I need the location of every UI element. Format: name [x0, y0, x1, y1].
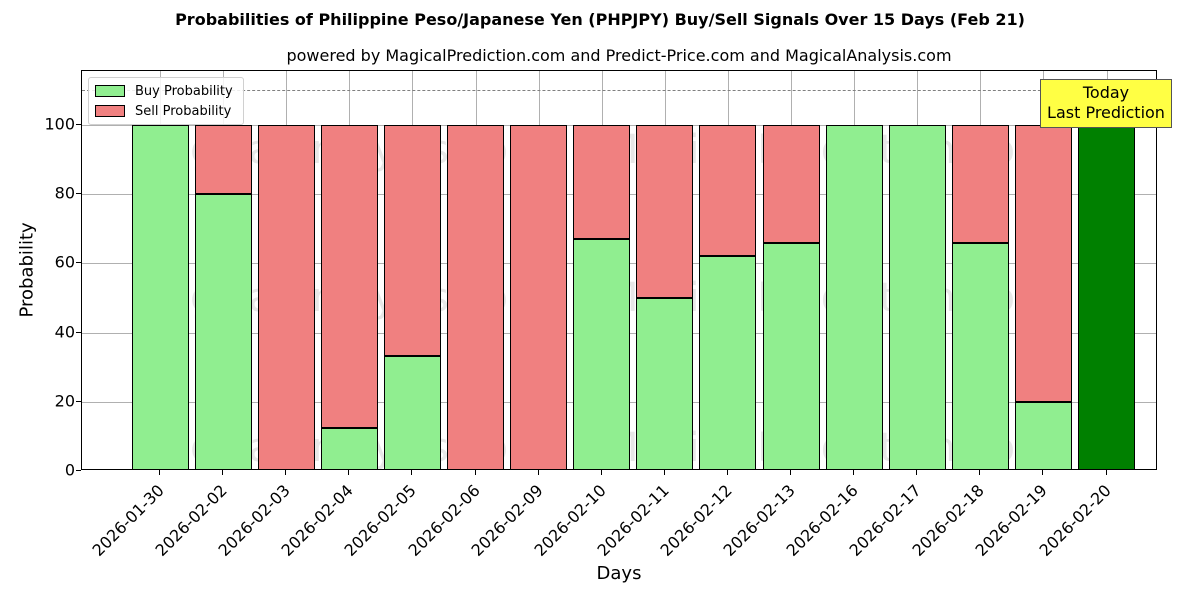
buy-bar — [888, 125, 946, 469]
x-tick-mark — [916, 470, 918, 475]
buy-bar — [1014, 401, 1072, 469]
x-tick-mark — [348, 470, 350, 475]
buy-bar — [825, 125, 883, 469]
buy-bar — [762, 242, 820, 469]
sell-bar — [447, 125, 504, 469]
y-tick-mark — [76, 331, 81, 333]
sell-bar — [951, 125, 1009, 243]
sell-bar — [636, 125, 694, 298]
x-tick-mark — [1042, 470, 1044, 475]
buy-bar — [131, 125, 189, 469]
x-tick-mark — [222, 470, 224, 475]
buy-swatch-icon — [95, 85, 125, 97]
y-tick-label: 100 — [44, 114, 75, 134]
x-tick-mark — [1105, 470, 1107, 475]
y-tick-label: 0 — [64, 460, 75, 480]
x-tick-mark — [537, 470, 539, 475]
today-line2: Last Prediction — [1047, 103, 1165, 122]
buy-bar — [1078, 125, 1135, 469]
sell-bar — [699, 125, 757, 257]
y-tick-label: 60 — [54, 252, 75, 272]
buy-bar — [636, 298, 694, 469]
x-tick-mark — [790, 470, 791, 475]
y-tick-label: 80 — [54, 183, 75, 203]
y-tick-mark — [76, 124, 81, 125]
x-tick-mark — [979, 470, 981, 475]
sell-bar — [194, 125, 252, 195]
legend: Buy Probability Sell Probability — [88, 77, 244, 125]
buy-bar — [573, 239, 631, 469]
legend-item-buy: Buy Probability — [95, 83, 233, 99]
y-tick-label: 40 — [54, 322, 75, 342]
sell-bar — [762, 125, 820, 243]
y-tick-mark — [76, 262, 81, 264]
legend-item-sell: Sell Probability — [95, 103, 231, 119]
x-tick-mark — [159, 470, 160, 475]
buy-bar — [951, 242, 1009, 469]
plot-area: MagicalAnalysis.comMagicalPrediction.com… — [81, 70, 1157, 470]
reference-line — [82, 90, 1156, 92]
y-tick-mark — [76, 400, 81, 402]
buy-bar — [320, 427, 378, 469]
x-axis-label: Days — [596, 563, 642, 584]
x-tick-mark — [285, 470, 287, 475]
chart-title: Probabilities of Philippine Peso/Japanes… — [175, 10, 1025, 29]
x-tick-mark — [726, 470, 728, 475]
chart-subtitle: powered by MagicalPrediction.com and Pre… — [286, 46, 952, 65]
legend-buy-label: Buy Probability — [135, 83, 233, 99]
x-tick-mark — [853, 470, 855, 475]
sell-bar — [1014, 125, 1072, 402]
sell-swatch-icon — [95, 105, 125, 117]
legend-sell-label: Sell Probability — [135, 103, 232, 119]
sell-bar — [383, 125, 441, 356]
y-tick-label: 20 — [54, 391, 75, 411]
buy-bar — [383, 355, 441, 469]
buy-bar — [194, 194, 252, 469]
sell-bar — [257, 125, 315, 469]
sell-bar — [573, 125, 631, 240]
x-tick-mark — [474, 470, 476, 475]
y-axis-label: Probability — [16, 222, 38, 318]
x-tick-mark — [600, 470, 602, 475]
today-line1: Today — [1082, 83, 1130, 102]
y-tick-mark — [76, 193, 81, 195]
buy-bar — [699, 256, 757, 469]
x-tick-mark — [663, 470, 665, 475]
x-tick-mark — [411, 470, 413, 475]
sell-bar — [320, 125, 378, 428]
sell-bar — [510, 125, 568, 469]
y-tick-mark — [76, 470, 81, 471]
today-annotation: Today Last Prediction — [1040, 79, 1172, 128]
